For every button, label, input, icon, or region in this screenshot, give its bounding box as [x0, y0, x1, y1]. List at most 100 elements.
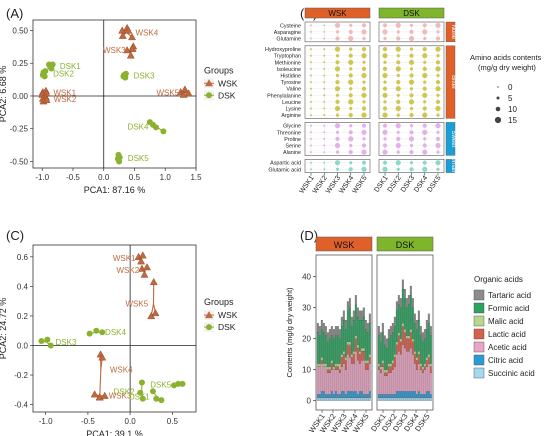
- heatmap-row-label: Alanine: [283, 150, 301, 156]
- heatmap-dot: [396, 36, 401, 41]
- bar-segment-citric-acid: [368, 391, 371, 398]
- bar-legend-label: Citric acid: [488, 356, 523, 365]
- heatmap-dot: [395, 142, 401, 149]
- heatmap-dot: [310, 67, 312, 70]
- heatmap-dot: [361, 92, 367, 98]
- heatmap-dot: [310, 161, 312, 164]
- heatmap-dot: [409, 143, 414, 148]
- bar-facet-label: WSK: [334, 240, 355, 250]
- bar-segment-formic-acid: [411, 307, 414, 339]
- size-legend-label: 15: [508, 116, 517, 125]
- bar-segment-tartaric-acid: [330, 326, 333, 336]
- bar-segment-acetic-acid: [348, 357, 351, 392]
- bar-segment-tartaric-acid: [346, 301, 349, 311]
- bar-segment-malic-acid: [366, 360, 369, 364]
- heatmap-dot: [349, 23, 353, 27]
- pca-a-y-tick-label: -0.25: [10, 125, 29, 134]
- pca-a-x-tick-label: -0.5: [66, 173, 80, 182]
- bar-segment-formic-acid: [393, 326, 396, 355]
- heatmap-dot: [396, 80, 401, 85]
- bar-segment-lactic-acid: [330, 363, 333, 370]
- pca-c-group-label: WSK1: [113, 254, 136, 263]
- bar-segment-succinic-acid: [389, 397, 392, 401]
- pca-a-y-tick-label: 0.50: [12, 26, 28, 35]
- bar-segment-malic-acid: [348, 341, 351, 345]
- bar-segment-malic-acid: [419, 363, 422, 367]
- bar-segment-formic-acid: [407, 304, 410, 336]
- heatmap-facet-label: WSK: [328, 9, 347, 18]
- bar-segment-lactic-acid: [409, 332, 412, 349]
- bar-segment-lactic-acid: [334, 366, 337, 370]
- bar-segment-citric-acid: [362, 394, 365, 398]
- heatmap-dot: [382, 86, 388, 91]
- bar-segment-lactic-acid: [385, 372, 388, 376]
- heatmap-dot: [310, 48, 312, 51]
- bar-segment-tartaric-acid: [350, 316, 353, 327]
- heatmap-dot: [348, 59, 354, 65]
- bar-segment-formic-acid: [344, 329, 347, 358]
- heatmap-dot: [362, 80, 366, 84]
- heatmap-row-label: Lysine: [286, 107, 301, 113]
- heatmap-dot: [396, 73, 400, 78]
- heatmap-dot: [323, 124, 326, 127]
- bar-segment-lactic-acid: [419, 366, 422, 370]
- bar-segment-succinic-acid: [362, 397, 365, 401]
- bar-segment-formic-acid: [360, 320, 363, 349]
- bar-segment-citric-acid: [332, 394, 335, 398]
- heatmap-dot: [310, 107, 312, 110]
- heatmap-row-label: Serine: [285, 144, 301, 150]
- heatmap-dot: [408, 136, 415, 142]
- heatmap-dot: [422, 143, 427, 148]
- bar-segment-tartaric-acid: [409, 285, 412, 296]
- bar-segment-malic-acid: [324, 363, 327, 367]
- pca-a-point-dsk: [160, 128, 167, 135]
- bar-segment-citric-acid: [320, 391, 323, 398]
- bar-segment-citric-acid: [340, 391, 343, 398]
- bar-segment-lactic-acid: [387, 366, 390, 373]
- heatmap-dot: [310, 100, 312, 103]
- bar-segment-tartaric-acid: [326, 332, 329, 342]
- pca-a-group-label: DSK3: [134, 72, 155, 81]
- pca-a-group-label: WSK4: [135, 28, 158, 37]
- bar-segment-citric-acid: [326, 394, 329, 398]
- bar-segment-succinic-acid: [395, 397, 398, 401]
- pca-c-point-wsk: [151, 308, 160, 317]
- bar-segment-succinic-acid: [324, 397, 327, 401]
- bar-segment-citric-acid: [405, 391, 408, 398]
- bar-segment-succinic-acid: [401, 397, 404, 401]
- bar-segment-acetic-acid: [395, 354, 398, 392]
- heatmap-dot: [422, 149, 428, 155]
- heatmap-dot: [436, 73, 440, 78]
- pca-c-y-tick-label: 0.4: [17, 282, 29, 291]
- pca-c-point-dsk: [139, 395, 146, 402]
- bar-segment-succinic-acid: [318, 397, 321, 401]
- bar-segment-tartaric-acid: [320, 320, 323, 330]
- bar-segment-lactic-acid: [354, 338, 357, 352]
- heatmap-dot: [335, 130, 340, 134]
- bar-segment-citric-acid: [346, 391, 349, 398]
- bar-segment-citric-acid: [366, 394, 369, 398]
- pca-c-point-dsk: [158, 397, 165, 404]
- bar-segment-formic-acid: [356, 316, 359, 345]
- heatmap-dot: [362, 137, 366, 141]
- pca-a-y-tick-label: 0.00: [12, 92, 28, 101]
- bar-segment-formic-acid: [348, 307, 351, 342]
- bar-segment-formic-acid: [409, 295, 412, 330]
- bar-segment-citric-acid: [395, 391, 398, 398]
- bar-segment-lactic-acid: [423, 366, 426, 370]
- heatmap-dot: [362, 100, 366, 104]
- bar-segment-lactic-acid: [413, 354, 416, 364]
- heatmap-dot: [310, 124, 312, 127]
- bar-segment-tartaric-acid: [421, 332, 424, 342]
- bar-segment-acetic-acid: [397, 351, 400, 392]
- pca-a-group-label: WSK2: [54, 95, 77, 104]
- bar-legend-label: Lactic acid: [488, 330, 526, 339]
- bar-segment-citric-acid: [397, 391, 400, 398]
- heatmap-dot: [423, 137, 427, 141]
- heatmap-dot: [310, 54, 312, 57]
- bar-segment-acetic-acid: [403, 347, 406, 392]
- heatmap-dot: [383, 137, 387, 141]
- bar-segment-acetic-acid: [328, 372, 331, 395]
- bar-segment-succinic-acid: [397, 397, 400, 401]
